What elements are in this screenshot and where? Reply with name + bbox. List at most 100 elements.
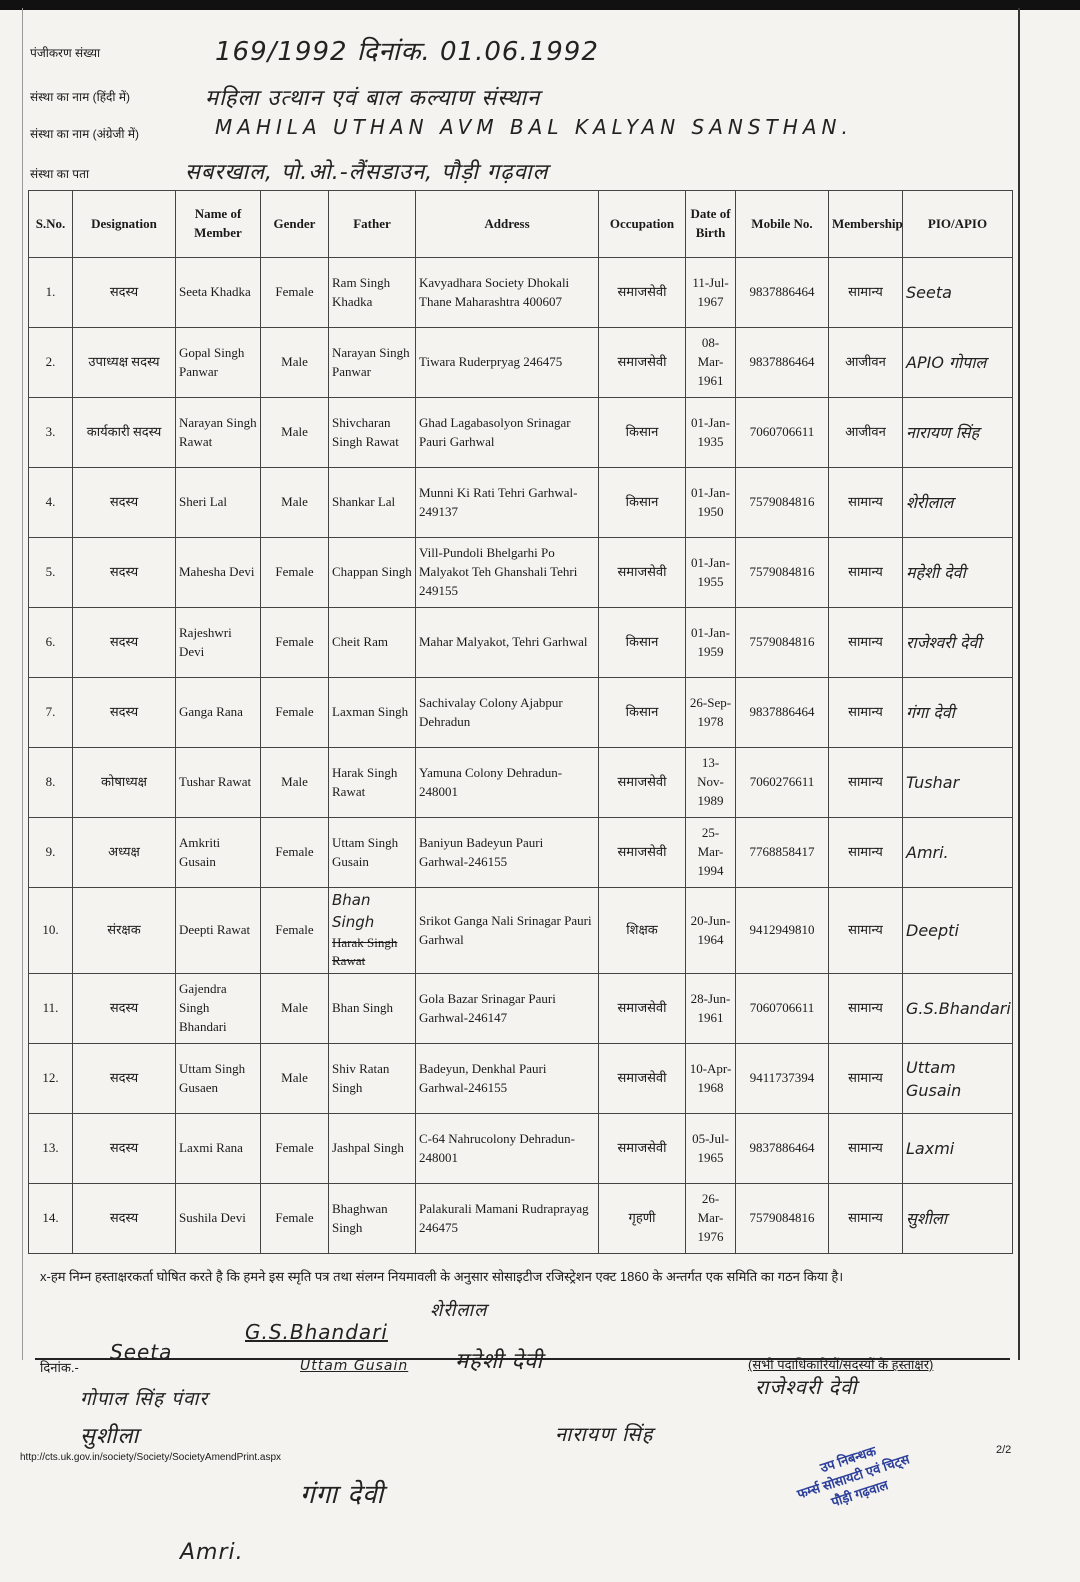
table-cell: Sushila Devi xyxy=(175,1183,261,1255)
table-cell: 12. xyxy=(28,1043,73,1115)
table-cell: समाजसेवी xyxy=(598,327,686,398)
column-header: Gender xyxy=(260,190,329,258)
table-cell: 7. xyxy=(28,677,73,748)
signature: Uttam Gusain xyxy=(906,1057,962,1100)
table-cell: Shivcharan Singh Rawat xyxy=(328,397,416,468)
table-cell: सामान्य xyxy=(828,747,903,818)
table-cell: 13. xyxy=(28,1113,73,1185)
column-header: Membership xyxy=(828,190,903,258)
bottom-border xyxy=(35,1358,1010,1360)
signature: नारायण सिंह xyxy=(906,422,980,442)
table-cell: संरक्षक xyxy=(72,886,176,975)
table-row: 8. कोषाध्यक्ष Tushar Rawat Male Harak Singh … xyxy=(28,747,1013,818)
table-cell: सामान्य xyxy=(828,886,903,975)
column-header: PIO/APIO xyxy=(902,190,1013,258)
table-cell: Male xyxy=(260,973,329,1045)
signature: APIO गोपाल xyxy=(906,352,987,372)
table-cell: Badeyun, Denkhal Pauri Garhwal-246155 xyxy=(415,1043,599,1115)
table-cell: C-64 Nahrucolony Dehradun-248001 xyxy=(415,1113,599,1185)
signature: Seeta xyxy=(110,1340,173,1364)
table-cell: सामान्य xyxy=(828,257,903,328)
signature: राजेश्वरी देवी xyxy=(755,1375,858,1399)
address-label: संस्था का पता xyxy=(30,167,90,181)
signature-cell: गंगा देवी xyxy=(902,677,1013,748)
table-cell: Female xyxy=(260,1113,329,1185)
table-cell: Male xyxy=(260,747,329,818)
table-cell: 9837886464 xyxy=(735,1113,829,1185)
table-cell: सदस्य xyxy=(72,467,176,538)
table-cell: Male xyxy=(260,467,329,538)
table-cell: Female xyxy=(260,537,329,608)
table-cell: सामान्य xyxy=(828,537,903,608)
table-cell: समाजसेवी xyxy=(598,817,686,888)
signature-cell: राजेश्वरी देवी xyxy=(902,607,1013,678)
table-cell: उपाध्यक्ष सदस्य xyxy=(72,327,176,398)
table-cell: 01-Jan-1955 xyxy=(685,537,736,608)
name-english-value: MAHILA UTHAN AVM BAL KALYAN SANSTHAN. xyxy=(215,115,853,139)
table-cell: Srikot Ganga Nali Srinagar Pauri Garhwal xyxy=(415,886,599,975)
table-row: 9. अध्यक्ष Amkriti Gusain Female Uttam Singh… xyxy=(28,817,1013,888)
table-cell: Tiwara Ruderpryag 246475 xyxy=(415,327,599,398)
table-cell: 7060706611 xyxy=(735,973,829,1045)
signature: शेरीलाल xyxy=(906,492,954,512)
table-cell: 7579084816 xyxy=(735,607,829,678)
table-cell: 11. xyxy=(28,973,73,1045)
address-value: सबरखाल, पो.ओ.-लैंसडाउन, पौड़ी गढ़वाल xyxy=(185,160,549,185)
signature-cell: Amri. xyxy=(902,817,1013,888)
column-header: Mobile No. xyxy=(735,190,829,258)
column-header: Address xyxy=(415,190,599,258)
signature: Deepti xyxy=(906,921,959,940)
table-cell: 13-Nov-1989 xyxy=(685,747,736,818)
table-cell: सामान्य xyxy=(828,1183,903,1255)
table-cell: Narayan Singh Rawat xyxy=(175,397,261,468)
signature-cell: Uttam Gusain xyxy=(902,1043,1013,1115)
table-cell: 05-Jul-1965 xyxy=(685,1113,736,1185)
members-table: S.No. Designation Name of Member Gender Fath… xyxy=(28,190,1013,1255)
table-cell: 01-Jan-1935 xyxy=(685,397,736,468)
signature: सुशीला xyxy=(80,1424,140,1449)
table-cell: सदस्य xyxy=(72,537,176,608)
table-cell: 9837886464 xyxy=(735,677,829,748)
table-cell: Palakurali Mamani Rudraprayag 246475 xyxy=(415,1183,599,1255)
table-cell: Female xyxy=(260,886,329,975)
table-cell: Ghad Lagabasolyon Srinagar Pauri Garhwal xyxy=(415,397,599,468)
table-cell: 9411737394 xyxy=(735,1043,829,1115)
table-cell: Bhaghwan Singh xyxy=(328,1183,416,1255)
table-cell: Shankar Lal xyxy=(328,467,416,538)
table-cell: 5. xyxy=(28,537,73,608)
table-cell: 28-Jun-1961 xyxy=(685,973,736,1045)
signature-cell: Tushar xyxy=(902,747,1013,818)
table-cell: Gola Bazar Srinagar Pauri Garhwal-246147 xyxy=(415,973,599,1045)
table-cell: 2. xyxy=(28,327,73,398)
table-cell: समाजसेवी xyxy=(598,747,686,818)
signature: गोपाल सिंह पंवार xyxy=(80,1388,209,1410)
table-cell: किसान xyxy=(598,677,686,748)
signature: Seeta xyxy=(906,282,952,302)
official-stamp: उप निबन्धक फर्म्स सोसायटी एवं चिट्स पौड़… xyxy=(789,1433,917,1521)
table-cell: 26-Sep-1978 xyxy=(685,677,736,748)
table-cell: Kavyadhara Society Dhokali Thane Maharas… xyxy=(415,257,599,328)
table-cell: सदस्य xyxy=(72,257,176,328)
table-cell: Female xyxy=(260,817,329,888)
table-cell: Cheit Ram xyxy=(328,607,416,678)
table-row: 4. सदस्य Sheri Lal Male Shankar Lal Munni Ki … xyxy=(28,467,1013,538)
table-cell: आजीवन xyxy=(828,397,903,468)
table-cell: Mahar Malyakot, Tehri Garhwal xyxy=(415,607,599,678)
table-cell: 14. xyxy=(28,1183,73,1255)
table-cell: 11-Jul-1967 xyxy=(685,257,736,328)
signature: राजेश्वरी देवी xyxy=(906,632,982,652)
table-cell: Gopal Singh Panwar xyxy=(175,327,261,398)
page-frame xyxy=(22,8,1020,1360)
table-cell: Shiv Ratan Singh xyxy=(328,1043,416,1115)
table-cell: Sheri Lal xyxy=(175,467,261,538)
table-cell: अध्यक्ष xyxy=(72,817,176,888)
table-cell: Baniyun Badeyun Pauri Garhwal-246155 xyxy=(415,817,599,888)
signature: गंगा देवी xyxy=(906,702,955,722)
table-cell: 08-Mar-1961 xyxy=(685,327,736,398)
signature-cell: G.S.Bhandari xyxy=(902,973,1013,1045)
registration-label: पंजीकरण संख्या xyxy=(30,46,101,60)
table-row: 12. सदस्य Uttam Singh Gusaen Male Shiv Ratan… xyxy=(28,1043,1013,1115)
table-cell: 9. xyxy=(28,817,73,888)
table-cell: सामान्य xyxy=(828,1113,903,1185)
signature-cell: APIO गोपाल xyxy=(902,327,1013,398)
